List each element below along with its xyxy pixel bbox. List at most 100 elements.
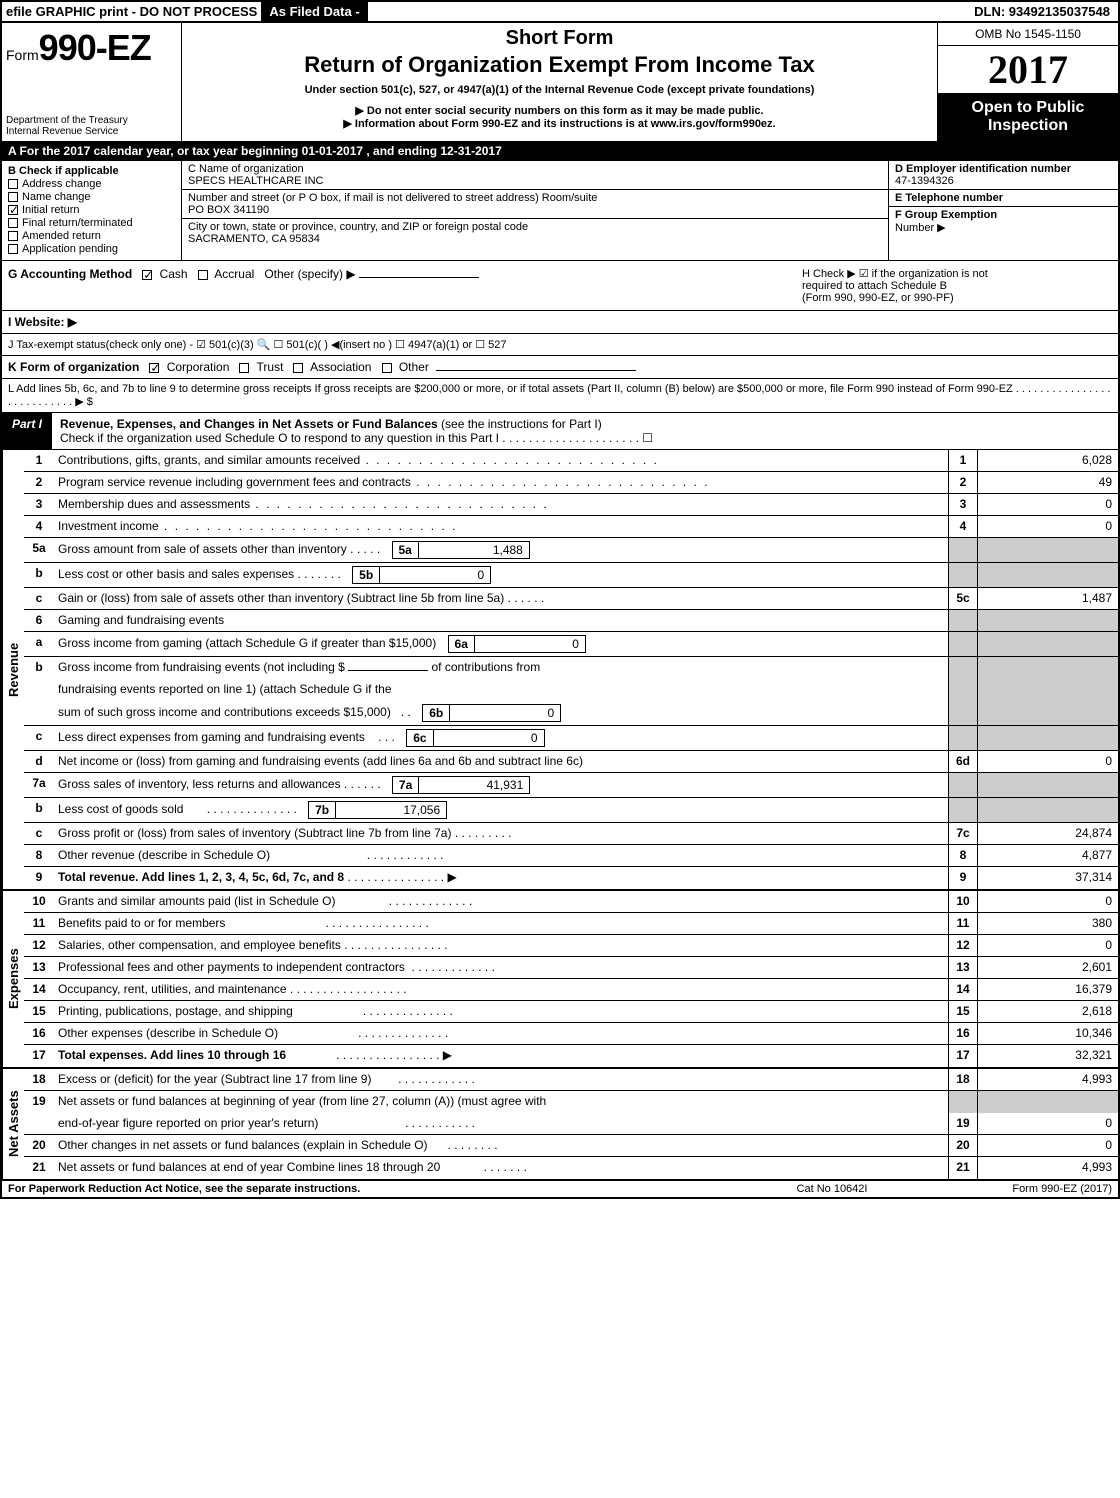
as-filed-label: As Filed Data - xyxy=(261,2,367,21)
line-15: 15 Printing, publications, postage, and … xyxy=(24,1001,1118,1023)
dept-treasury: Department of the Treasury xyxy=(6,115,177,126)
group-exemption-block: F Group Exemption Number ▶ xyxy=(889,207,1118,236)
form-title: Return of Organization Exempt From Incom… xyxy=(190,52,929,78)
footer-form-no: Form 990-EZ (2017) xyxy=(932,1183,1112,1195)
open-public-badge: Open to Public Inspection xyxy=(938,93,1118,141)
line-7a: 7a Gross sales of inventory, less return… xyxy=(24,773,1118,798)
line-6a: a Gross income from gaming (attach Sched… xyxy=(24,632,1118,657)
group-exemption-number: Number ▶ xyxy=(895,222,946,234)
part-1-check: Check if the organization used Schedule … xyxy=(60,431,653,445)
line-17: 17 Total expenses. Add lines 10 through … xyxy=(24,1045,1118,1067)
open-public-1: Open to Public xyxy=(940,99,1116,117)
chk-other-org[interactable] xyxy=(382,363,392,373)
row-g-h: G Accounting Method Cash Accrual Other (… xyxy=(0,261,1120,311)
part-1-label: Part I xyxy=(2,413,52,449)
tax-year: 2017 xyxy=(938,46,1118,93)
line-1: 1 Contributions, gifts, grants, and simi… xyxy=(24,450,1118,472)
chk-name-change[interactable]: Name change xyxy=(8,191,175,203)
other-specify-input[interactable] xyxy=(359,277,479,278)
line-9: 9 Total revenue. Add lines 1, 2, 3, 4, 5… xyxy=(24,867,1118,889)
header-center: Short Form Return of Organization Exempt… xyxy=(182,23,938,141)
org-name-value: SPECS HEALTHCARE INC xyxy=(188,175,882,187)
chk-corporation[interactable] xyxy=(149,363,159,373)
line-2: 2 Program service revenue including gove… xyxy=(24,472,1118,494)
line-6c: c Less direct expenses from gaming and f… xyxy=(24,726,1118,751)
form-subtitle: Under section 501(c), 527, or 4947(a)(1)… xyxy=(190,84,929,96)
side-net-assets: Net Assets xyxy=(2,1069,24,1179)
ein-block: D Employer identification number 47-1394… xyxy=(889,161,1118,190)
part-1-title-sub: (see the instructions for Part I) xyxy=(438,417,602,431)
efile-label: efile GRAPHIC print - DO NOT PROCESS xyxy=(2,2,261,21)
website-label: I Website: ▶ xyxy=(8,315,77,329)
telephone-label: E Telephone number xyxy=(895,192,1003,204)
top-bar: efile GRAPHIC print - DO NOT PROCESS As … xyxy=(0,0,1120,23)
line-10: 10 Grants and similar amounts paid (list… xyxy=(24,891,1118,913)
org-street-label: Number and street (or P O box, if mail i… xyxy=(188,192,882,204)
col-b-head: B Check if applicable xyxy=(8,165,119,177)
dln-label: DLN: 93492135037548 xyxy=(966,2,1118,21)
line-6d: d Net income or (loss) from gaming and f… xyxy=(24,751,1118,773)
line-20: 20 Other changes in net assets or fund b… xyxy=(24,1135,1118,1157)
expenses-section: Expenses 10 Grants and similar amounts p… xyxy=(0,891,1120,1069)
line-4: 4 Investment income 4 0 xyxy=(24,516,1118,538)
chk-cash[interactable] xyxy=(142,270,152,280)
org-city-value: SACRAMENTO, CA 95834 xyxy=(188,233,882,245)
ein-value: 47-1394326 xyxy=(895,175,954,187)
form-header: Form990-EZ Department of the Treasury In… xyxy=(0,23,1120,142)
line-21: 21 Net assets or fund balances at end of… xyxy=(24,1157,1118,1179)
line-18: 18 Excess or (deficit) for the year (Sub… xyxy=(24,1069,1118,1091)
omb-number: OMB No 1545-1150 xyxy=(938,23,1118,46)
row-i-website: I Website: ▶ xyxy=(0,311,1120,334)
row-j-tax-exempt: J Tax-exempt status(check only one) - ☑ … xyxy=(0,334,1120,356)
h-block: H Check ▶ ☑ if the organization is not r… xyxy=(802,267,1112,304)
open-public-2: Inspection xyxy=(940,117,1116,135)
line-6b-2: fundraising events reported on line 1) (… xyxy=(24,679,1118,701)
chk-accrual[interactable] xyxy=(198,270,208,280)
net-assets-section: Net Assets 18 Excess or (deficit) for th… xyxy=(0,1069,1120,1181)
chk-address-change[interactable]: Address change xyxy=(8,178,175,190)
line-7c: c Gross profit or (loss) from sales of i… xyxy=(24,823,1118,845)
expenses-lines: 10 Grants and similar amounts paid (list… xyxy=(24,891,1118,1067)
chk-initial-return[interactable]: Initial return xyxy=(8,204,175,216)
line-5c: c Gain or (loss) from sale of assets oth… xyxy=(24,588,1118,610)
form-number: Form990-EZ xyxy=(6,27,177,69)
short-form-label: Short Form xyxy=(190,27,929,50)
row-a-calendar-year: A For the 2017 calendar year, or tax yea… xyxy=(0,142,1120,161)
line-19a: 19 Net assets or fund balances at beginn… xyxy=(24,1091,1118,1113)
chk-final-return[interactable]: Final return/terminated xyxy=(8,217,175,229)
chk-association[interactable] xyxy=(293,363,303,373)
chk-application-pending[interactable]: Application pending xyxy=(8,243,175,255)
line-6b-1: b Gross income from fundraising events (… xyxy=(24,657,1118,679)
footer-paperwork: For Paperwork Reduction Act Notice, see … xyxy=(8,1183,732,1195)
org-name-block: C Name of organization SPECS HEALTHCARE … xyxy=(182,161,888,190)
chk-amended-return[interactable]: Amended return xyxy=(8,230,175,242)
form-prefix: Form xyxy=(6,47,39,63)
arrow-2: ▶ Information about Form 990-EZ and its … xyxy=(190,117,929,130)
accounting-method: G Accounting Method Cash Accrual Other (… xyxy=(8,267,802,304)
revenue-section: Revenue 1 Contributions, gifts, grants, … xyxy=(0,450,1120,891)
fundraising-amount-input[interactable] xyxy=(348,670,428,671)
line-5b: b Less cost or other basis and sales exp… xyxy=(24,563,1118,588)
ein-label: D Employer identification number xyxy=(895,163,1071,175)
net-assets-lines: 18 Excess or (deficit) for the year (Sub… xyxy=(24,1069,1118,1179)
side-revenue: Revenue xyxy=(2,450,24,889)
header-right: OMB No 1545-1150 2017 Open to Public Ins… xyxy=(938,23,1118,141)
line-7b: b Less cost of goods sold . . . . . . . … xyxy=(24,798,1118,823)
part-1-title: Revenue, Expenses, and Changes in Net As… xyxy=(52,413,1118,449)
org-name-label: C Name of organization xyxy=(188,163,882,175)
block-b-through-f: B Check if applicable Address change Nam… xyxy=(0,161,1120,261)
line-8: 8 Other revenue (describe in Schedule O)… xyxy=(24,845,1118,867)
org-city-label: City or town, state or province, country… xyxy=(188,221,882,233)
col-d-e-f: D Employer identification number 47-1394… xyxy=(888,161,1118,260)
g-label: G Accounting Method xyxy=(8,267,132,281)
revenue-lines: 1 Contributions, gifts, grants, and simi… xyxy=(24,450,1118,889)
chk-trust[interactable] xyxy=(239,363,249,373)
org-street-value: PO BOX 341190 xyxy=(188,204,882,216)
group-exemption-label: F Group Exemption xyxy=(895,209,997,221)
line-11: 11 Benefits paid to or for members . . .… xyxy=(24,913,1118,935)
other-specify: Other (specify) ▶ xyxy=(264,267,355,281)
other-org-input[interactable] xyxy=(436,370,636,371)
line-14: 14 Occupancy, rent, utilities, and maint… xyxy=(24,979,1118,1001)
irs-label: Internal Revenue Service xyxy=(6,126,177,137)
h-line-2: required to attach Schedule B xyxy=(802,280,1112,292)
